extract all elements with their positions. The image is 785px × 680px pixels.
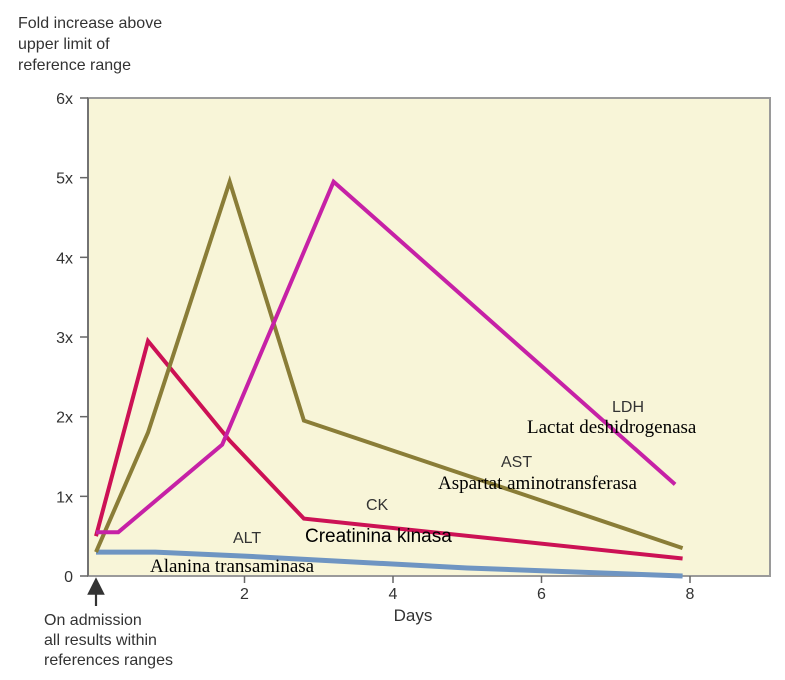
y-tick-label: 0: [64, 569, 73, 586]
plot-area: [87, 97, 771, 577]
x-tick-label: 2: [240, 586, 249, 603]
y-axis-title: Fold increase above upper limit of referen…: [18, 15, 162, 74]
y-axis-title-line: upper limit of: [18, 36, 110, 53]
x-tick-label: 4: [389, 586, 398, 603]
admission-note-line: On admission: [44, 612, 142, 629]
series-translation-alt: Alanina transaminasa: [150, 556, 315, 577]
series-label-ast: AST: [501, 454, 532, 471]
series-label-ldh: LDH: [612, 399, 644, 416]
y-tick-label: 3x: [56, 330, 73, 347]
x-tick-label: 6: [537, 586, 546, 603]
y-axis-title-line: Fold increase above: [18, 15, 162, 32]
series-translation-ck: Creatinina kinasa: [305, 526, 452, 547]
series-line-ldh: [96, 178, 677, 535]
y-tick-label: 4x: [56, 250, 73, 267]
y-axis-title-line: reference range: [18, 57, 131, 74]
x-axis-title: Days: [394, 606, 433, 625]
series-label-alt: ALT: [233, 530, 261, 547]
series-label-ck: CK: [366, 497, 389, 514]
y-tick-label: 5x: [56, 171, 73, 188]
y-tick-label: 6x: [56, 91, 73, 108]
series-translation-ldh: Lactat deshidrogenasa: [527, 417, 697, 438]
x-tick-label: 8: [686, 586, 695, 603]
y-tick-label: 1x: [56, 489, 73, 506]
series-translation-ast: Aspartat aminotransferasa: [438, 473, 637, 494]
series-line-alt: [96, 549, 683, 579]
series-line-ck: [94, 336, 683, 561]
admission-note-line: references ranges: [44, 652, 173, 669]
series-line-ast: [94, 175, 684, 553]
y-tick-label: 2x: [56, 410, 73, 427]
admission-note-line: all results within: [44, 632, 157, 649]
admission-note: On admission all results within references…: [44, 612, 173, 669]
